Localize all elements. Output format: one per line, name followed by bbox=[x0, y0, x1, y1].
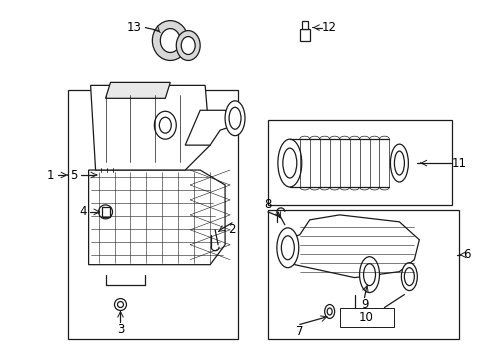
Ellipse shape bbox=[159, 117, 171, 133]
Text: 4: 4 bbox=[79, 205, 86, 219]
Polygon shape bbox=[88, 170, 224, 265]
Text: 10: 10 bbox=[358, 311, 373, 324]
Ellipse shape bbox=[276, 228, 298, 268]
Ellipse shape bbox=[99, 205, 112, 219]
Bar bbox=[102, 207, 109, 217]
Bar bbox=[67, 90, 238, 339]
Polygon shape bbox=[185, 110, 235, 145]
Ellipse shape bbox=[117, 302, 123, 307]
Ellipse shape bbox=[281, 236, 294, 260]
Ellipse shape bbox=[224, 101, 244, 136]
Ellipse shape bbox=[394, 151, 404, 175]
Polygon shape bbox=[105, 82, 170, 98]
Ellipse shape bbox=[181, 37, 195, 54]
Polygon shape bbox=[90, 85, 210, 170]
Text: 7: 7 bbox=[295, 325, 303, 338]
Bar bbox=[299, 28, 309, 41]
Bar bbox=[301, 21, 307, 28]
Ellipse shape bbox=[176, 31, 200, 60]
Ellipse shape bbox=[389, 144, 407, 182]
Bar bbox=[267, 210, 458, 339]
Ellipse shape bbox=[114, 298, 126, 310]
Bar bbox=[267, 120, 451, 205]
Text: 9: 9 bbox=[360, 298, 367, 311]
Text: 8: 8 bbox=[264, 198, 271, 211]
Ellipse shape bbox=[324, 305, 334, 319]
Ellipse shape bbox=[152, 21, 188, 60]
Ellipse shape bbox=[154, 111, 176, 139]
Ellipse shape bbox=[282, 148, 296, 178]
Text: 13: 13 bbox=[127, 21, 142, 34]
Text: 12: 12 bbox=[322, 21, 337, 34]
Text: 6: 6 bbox=[463, 248, 470, 261]
Ellipse shape bbox=[326, 308, 331, 315]
Ellipse shape bbox=[404, 268, 413, 285]
Ellipse shape bbox=[160, 28, 180, 53]
Text: 11: 11 bbox=[451, 157, 466, 170]
Ellipse shape bbox=[277, 139, 301, 187]
Ellipse shape bbox=[228, 107, 241, 129]
Ellipse shape bbox=[363, 264, 375, 285]
Text: 2: 2 bbox=[228, 223, 235, 236]
Ellipse shape bbox=[359, 257, 379, 293]
Text: 3: 3 bbox=[117, 323, 124, 336]
Bar bbox=[339, 307, 394, 328]
Polygon shape bbox=[285, 215, 419, 278]
Text: 5: 5 bbox=[70, 168, 77, 181]
Ellipse shape bbox=[401, 263, 416, 291]
Text: 1: 1 bbox=[47, 168, 54, 181]
